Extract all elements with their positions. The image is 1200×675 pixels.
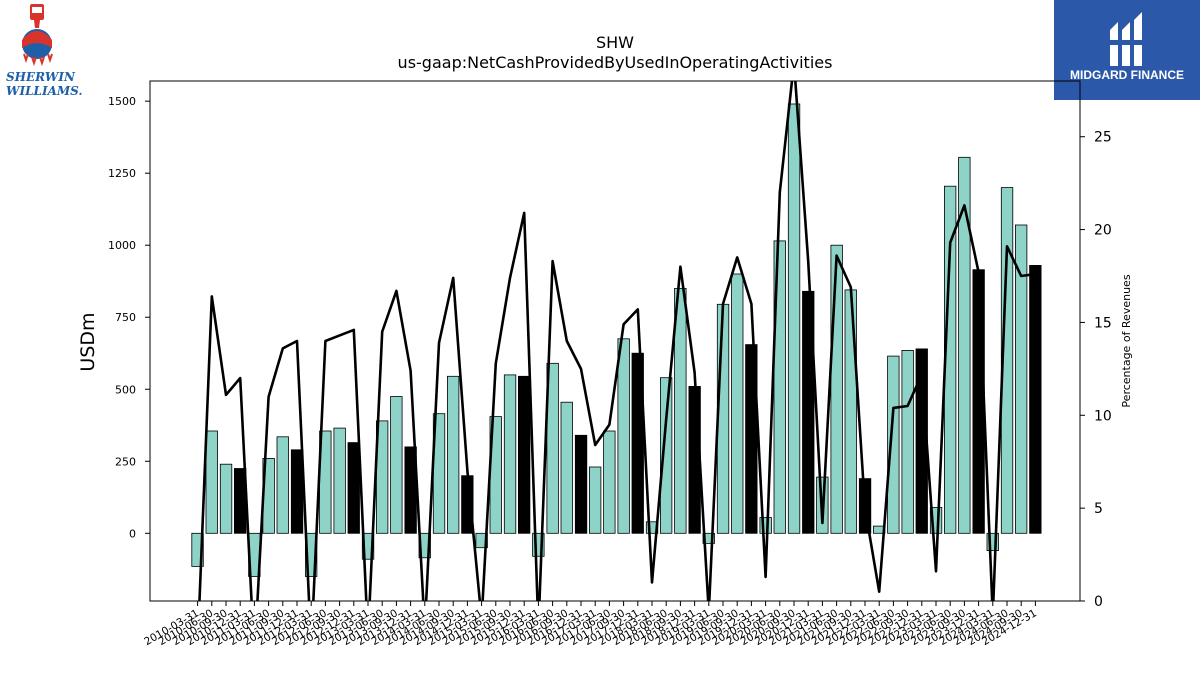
bar-2023-09-30	[958, 156, 971, 534]
y-tick-label: 1000	[108, 239, 136, 252]
bar-2017-03-31	[589, 466, 602, 534]
bar-2020-06-30	[773, 240, 786, 534]
bar-2015-09-30	[503, 374, 517, 534]
bar-2024-06-30	[1000, 187, 1014, 534]
bar-2024-09-30	[1015, 224, 1028, 534]
y-tick-label: 250	[115, 455, 136, 468]
midgard-logo-icon	[1108, 12, 1148, 66]
bar-2011-09-30	[276, 436, 289, 534]
logo-line-2: WILLIAMS.	[6, 84, 83, 98]
bar-2014-09-30	[446, 375, 460, 534]
bar-2013-09-30	[390, 396, 403, 534]
logo-line-1: SHERWIN	[6, 70, 75, 84]
y-tick-label: 750	[115, 311, 136, 324]
bar-2020-03-31	[759, 517, 772, 534]
bar-2016-12-31	[574, 434, 588, 534]
bar-2018-09-30	[674, 287, 687, 534]
bar-2022-09-30	[901, 349, 914, 534]
y2-tick-label: 10	[1094, 408, 1112, 424]
y2-tick-label: 25	[1094, 130, 1112, 146]
bar-2022-06-30	[887, 355, 900, 534]
bar-2013-03-31	[361, 532, 375, 560]
bar-2015-12-31	[518, 375, 531, 534]
bar-2012-09-30	[333, 427, 346, 534]
bar-2010-06-30	[205, 430, 218, 534]
percentage-of-revenues-line	[198, 81, 1036, 601]
sherwin-williams-logo: SHERWIN WILLIAMS.	[4, 4, 83, 99]
bar-2017-09-30	[617, 338, 630, 534]
bar-2010-09-30	[219, 463, 233, 534]
bar-2018-06-30	[660, 377, 673, 534]
chart-subtitle: us-gaap:NetCashProvidedByUsedInOperating…	[397, 53, 833, 72]
y2-tick-label: 15	[1094, 315, 1112, 331]
bar-2010-03-31	[191, 532, 204, 567]
bar-series	[191, 103, 1042, 577]
x-axis: 2010-03-312010-06-302010-09-302010-12-31…	[142, 601, 1039, 648]
bar-2020-12-31	[802, 290, 815, 534]
cover-the-earth-icon	[22, 4, 53, 67]
bar-2020-09-30	[787, 103, 801, 534]
bar-2021-06-30	[830, 244, 843, 534]
bar-2015-03-31	[475, 532, 488, 549]
y-tick-label: 0	[129, 527, 136, 540]
bar-2024-03-31	[986, 532, 999, 551]
y2-tick-label: 0	[1094, 594, 1103, 610]
bar-2021-09-30	[844, 289, 857, 534]
logo-name: MIDGARD FINANCE	[1070, 68, 1184, 82]
plot-area	[149, 80, 1081, 602]
bar-2019-03-31	[702, 532, 715, 544]
y2-tick-label: 20	[1094, 223, 1112, 239]
bar-2016-03-31	[532, 532, 545, 557]
midgard-finance-logo: MIDGARD FINANCE	[1054, 0, 1200, 100]
y-axis-right: 0 5 10 15 20 25	[1080, 130, 1112, 610]
y-tick-label: 1250	[108, 167, 136, 180]
bar-2016-09-30	[560, 401, 573, 534]
bar-2012-12-31	[347, 442, 360, 534]
percentage-line-series	[198, 81, 1036, 601]
bar-2019-06-30	[716, 303, 730, 534]
bar-2024-12-31	[1029, 264, 1042, 534]
bar-2016-06-30	[546, 362, 559, 534]
bar-2011-12-31	[290, 449, 304, 534]
bar-2023-03-31	[929, 506, 943, 534]
bar-2012-03-31	[304, 532, 318, 577]
chart-title: SHW	[595, 33, 634, 52]
y-axis-label: USDm	[77, 312, 99, 371]
bar-2017-06-30	[603, 430, 616, 534]
y-tick-label: 500	[115, 383, 136, 396]
bar-2019-12-31	[745, 344, 758, 534]
y-tick-label: 1500	[108, 95, 136, 108]
bar-2019-09-30	[731, 273, 744, 534]
y-axis-left: 0 250 500 750 1000 1250 1500	[108, 95, 150, 540]
y2-tick-label: 5	[1094, 501, 1103, 517]
y2-axis-label: Percentage of Revenues	[1120, 274, 1133, 407]
